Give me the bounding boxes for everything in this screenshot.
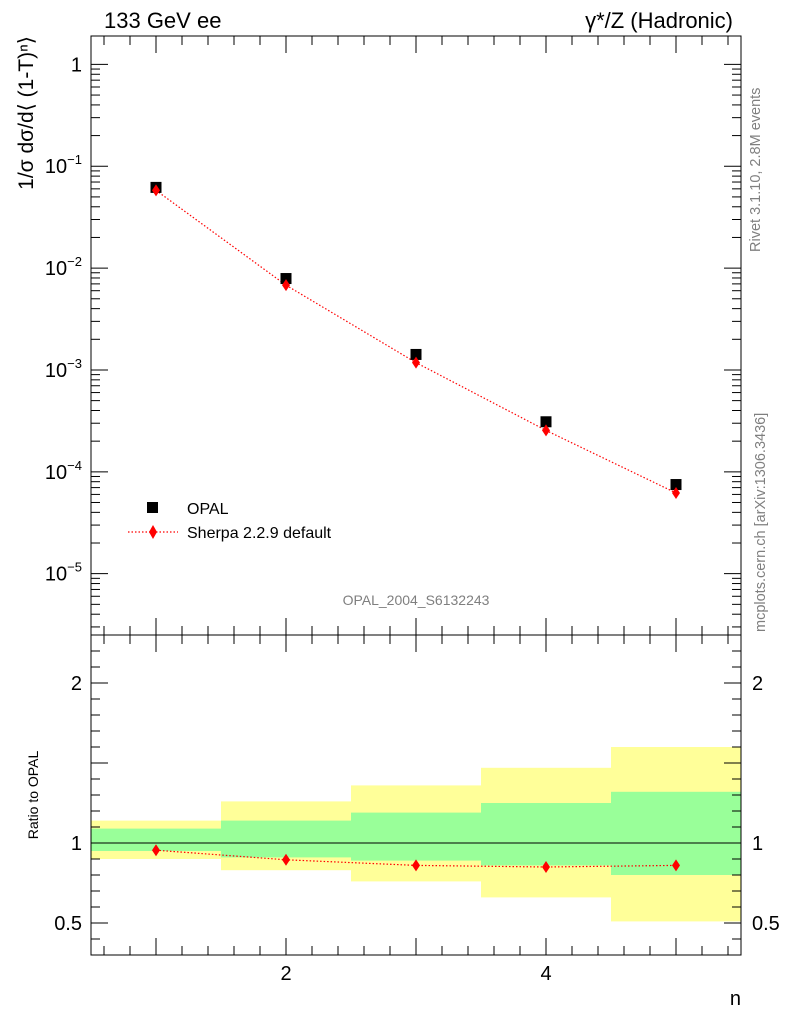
main-y-tick-label: 10−3 — [45, 356, 82, 382]
ratio-y-tick-label: 0.5 — [54, 913, 82, 935]
main-y-tick-label: 10−2 — [45, 254, 82, 280]
main-y-tick-label: 1 — [71, 54, 82, 76]
rivet-version-label: Rivet 3.1.10, 2.8M events — [748, 88, 764, 252]
ratio-plot-area — [91, 747, 741, 922]
ratio-y-tick-label: 1 — [71, 833, 82, 855]
main-y-axis — [91, 36, 741, 635]
ratio-y-tick-label: 2 — [71, 673, 82, 695]
ratio-tick-labels: 2 2 1 1 0.5 0.5 2 4 — [54, 673, 780, 985]
header-left-title: 133 GeV ee — [104, 8, 221, 33]
legend-sherpa-marker — [149, 525, 157, 539]
x-axis-label: n — [730, 988, 741, 1010]
ratio-sherpa-point — [412, 859, 420, 872]
ratio-y-tick-label-right: 1 — [752, 833, 763, 855]
main-y-tick-label: 10−1 — [45, 152, 82, 178]
mcplots-reference-label: mcplots.cern.ch [arXiv:1306.3436] — [753, 413, 769, 632]
opal-data-point — [670, 479, 682, 491]
ratio-y-tick-label-right: 2 — [752, 673, 763, 695]
legend: OPAL Sherpa 2.2.9 default — [128, 501, 332, 542]
x-tick-label: 2 — [280, 963, 291, 985]
ratio-axes — [91, 635, 741, 955]
uncertainty-band-inner — [91, 828, 221, 851]
opal-data-point — [540, 416, 552, 428]
main-plot-area — [150, 181, 682, 499]
opal-data-point — [280, 273, 292, 285]
sherpa-data-point — [672, 486, 680, 499]
ratio-sherpa-point — [152, 844, 160, 857]
main-panel: 110−110−210−310−410−5 1/σ dσ/d⟨ (1-T)ⁿ⟩ … — [15, 35, 742, 636]
ratio-sherpa-point — [282, 853, 290, 866]
sherpa-line — [155, 189, 677, 494]
ratio-sherpa-point — [672, 859, 680, 872]
legend-opal-marker — [147, 502, 158, 513]
legend-opal-label: OPAL — [187, 501, 229, 518]
legend-sherpa-label: Sherpa 2.2.9 default — [187, 525, 332, 542]
ratio-panel: 2 2 1 1 0.5 0.5 2 4 Ratio to OPAL n — [25, 634, 780, 1010]
main-y-tick-labels: 1 10−1 10−2 10−3 10−4 10−5 — [45, 54, 82, 585]
sherpa-data-point — [412, 356, 420, 369]
uncertainty-band-inner — [351, 812, 481, 861]
ratio-y-axis-label: Ratio to OPAL — [25, 751, 41, 840]
uncertainty-band-inner — [481, 803, 611, 866]
opal-data-point — [410, 348, 422, 360]
sherpa-data-point — [152, 184, 160, 197]
sherpa-data-point — [542, 424, 550, 437]
ratio-sherpa-point — [542, 861, 550, 873]
x-tick-label: 4 — [540, 963, 551, 985]
sherpa-data-point — [282, 279, 290, 292]
main-y-axis-label: 1/σ dσ/d⟨ (1-T)ⁿ⟩ — [15, 36, 38, 190]
main-y-tick-label: 10−5 — [45, 560, 82, 586]
ratio-y-tick-label-right: 0.5 — [752, 913, 780, 935]
header-right-title: γ*/Z (Hadronic) — [585, 8, 733, 33]
main-plot-frame — [90, 35, 742, 636]
main-y-tick-label: 10−4 — [45, 458, 82, 484]
uncertainty-band-inner — [221, 820, 351, 858]
analysis-watermark: OPAL_2004_S6132243 — [343, 592, 490, 608]
